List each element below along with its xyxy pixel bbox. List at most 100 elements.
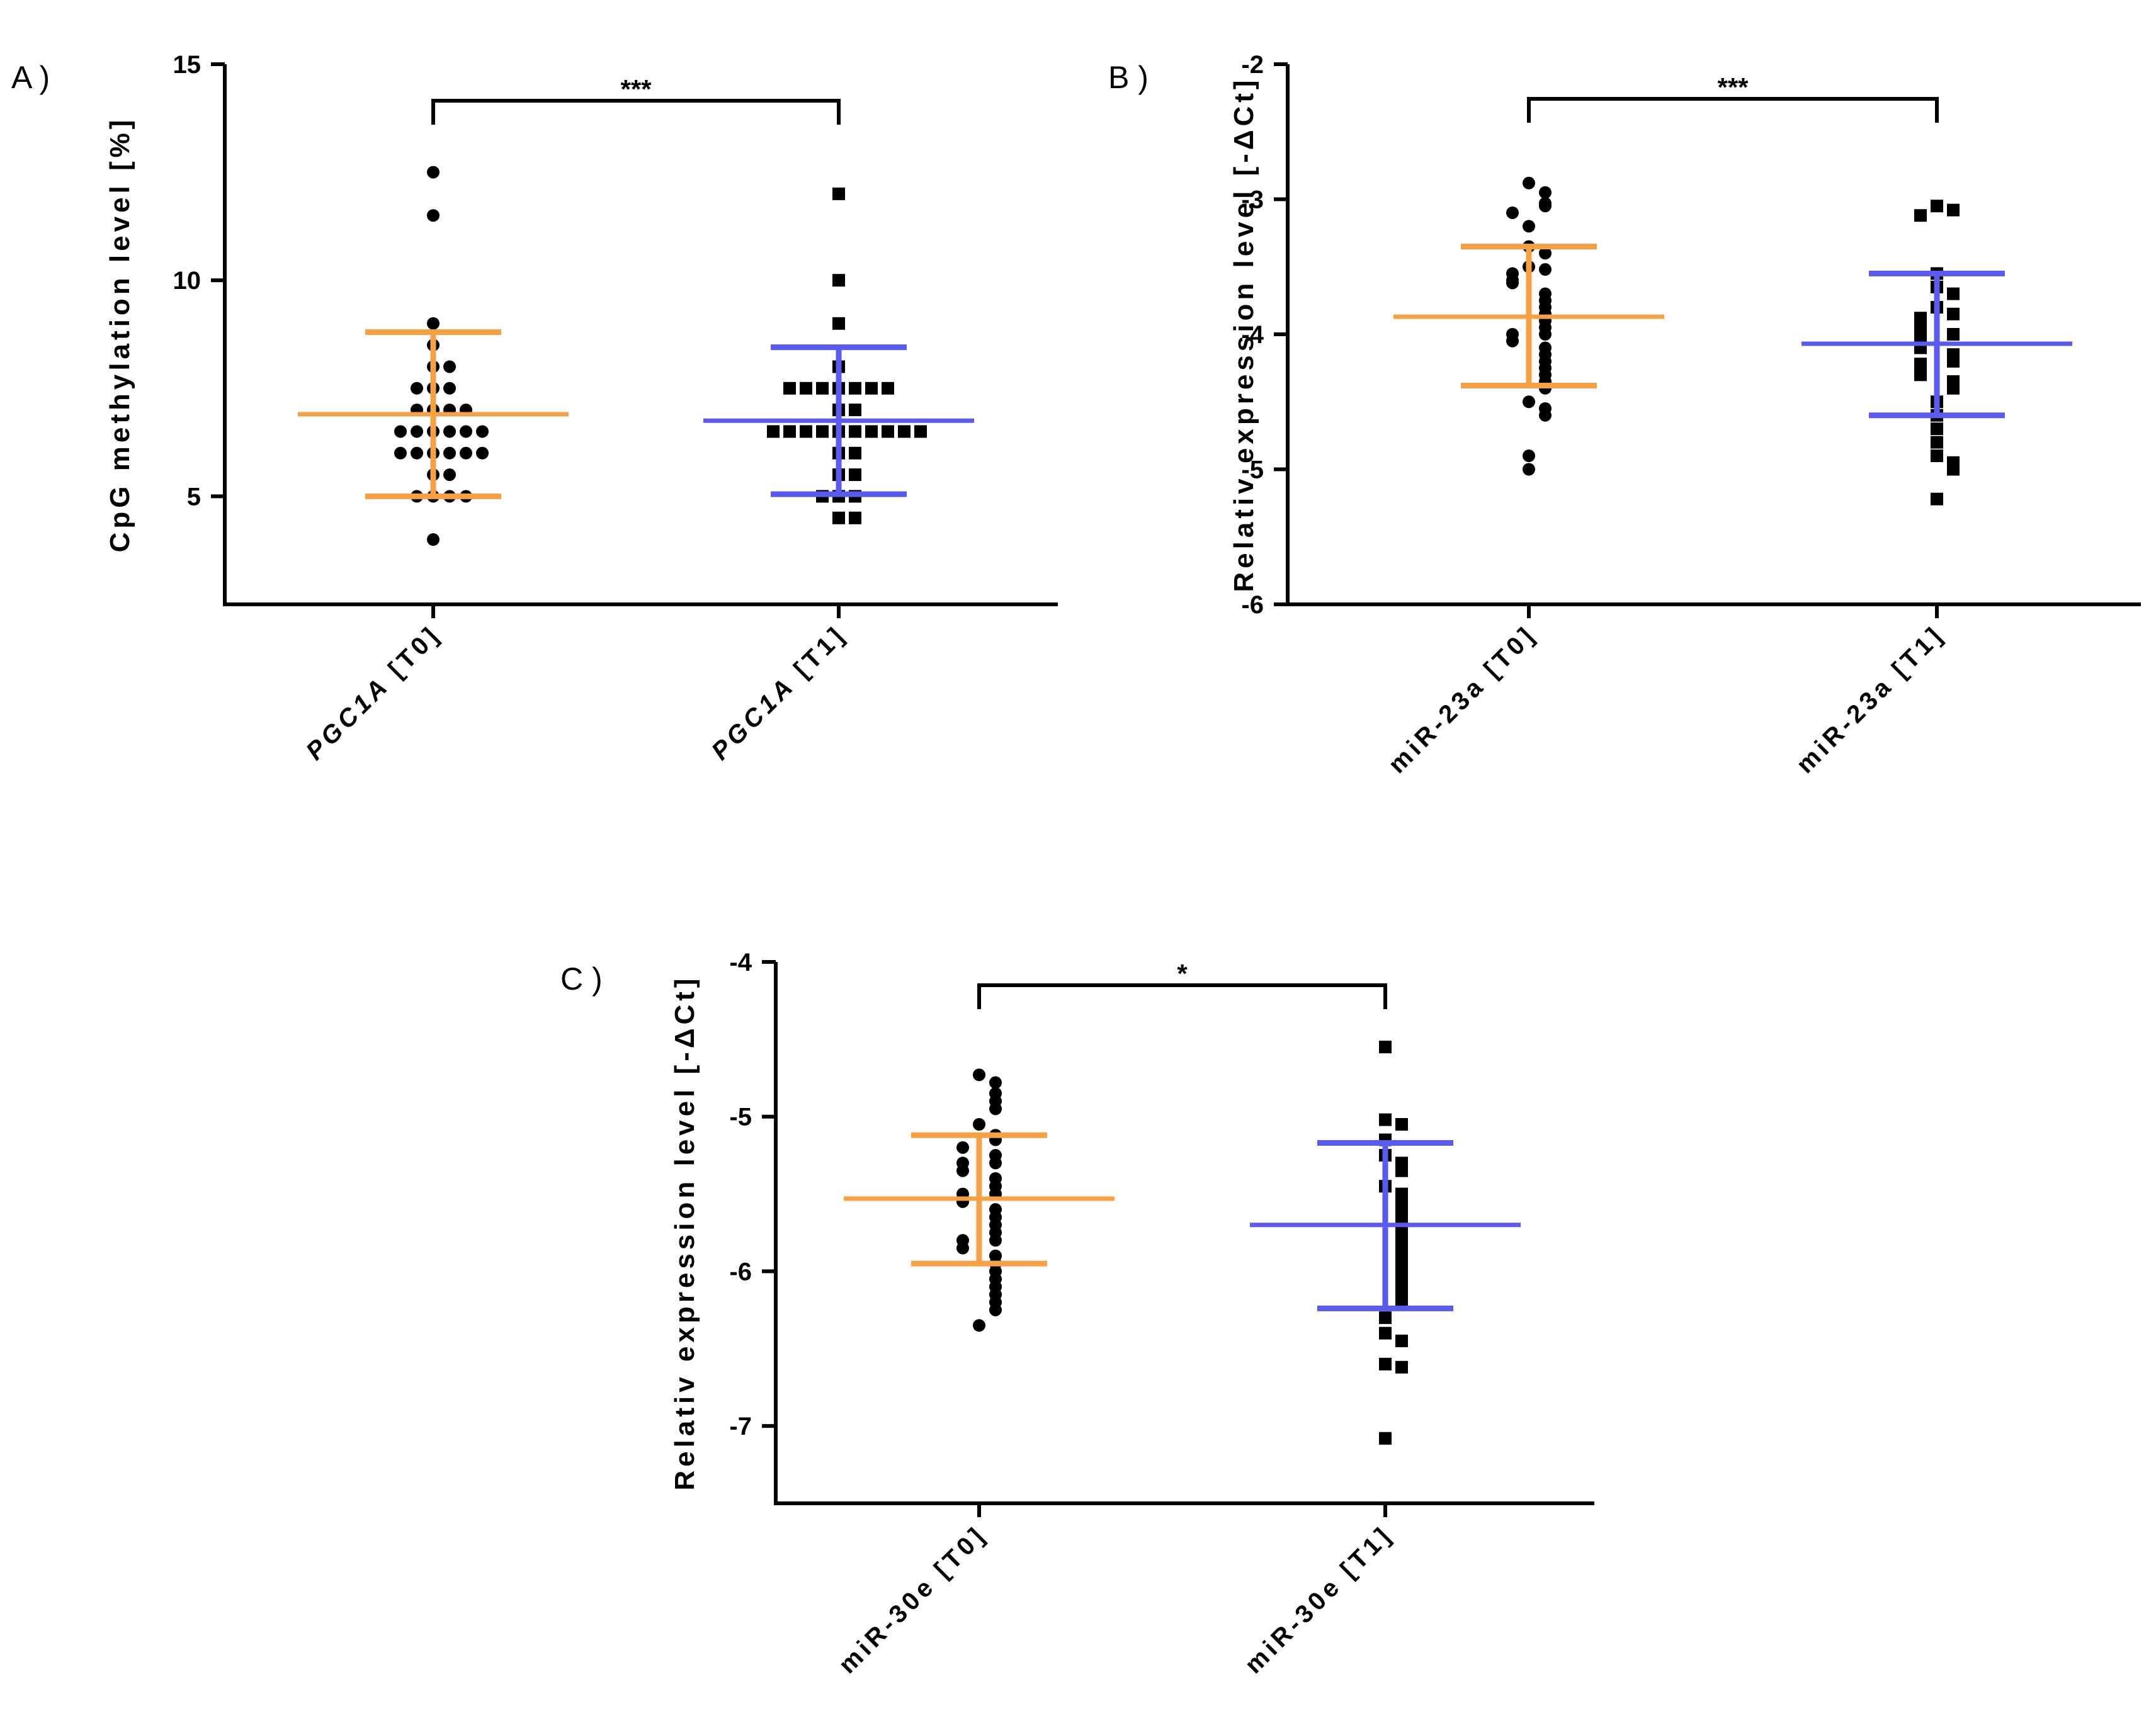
data-point [914,425,927,438]
y-tick-label: -5 [729,1104,752,1131]
data-point [394,446,407,460]
data-point [849,446,861,460]
y-axis-title: CpG methylation level [%] [105,116,135,553]
data-point [1539,247,1552,260]
y-tick-label: -5 [1241,456,1264,484]
y-tick-label: -6 [1241,591,1264,619]
data-point [989,1076,1002,1089]
data-point [816,425,829,438]
data-point [989,1234,1002,1247]
data-point [1379,1357,1392,1370]
data-point [460,446,472,460]
data-point [1947,328,1960,341]
data-point [783,425,796,438]
data-point [989,1102,1002,1116]
data-point [427,209,440,222]
significance-label: *** [620,74,652,104]
series-t1 [1801,200,2072,506]
series-t0 [1393,176,1664,476]
data-point [832,317,845,330]
data-point [800,425,812,438]
data-point [411,381,423,395]
data-point [849,468,861,482]
data-point [427,317,440,330]
data-point [1947,463,1960,476]
significance-bracket [977,983,1387,1009]
data-point [1523,395,1535,409]
category-label-italic: PGC1A [301,671,395,766]
data-point [1506,206,1519,219]
data-point [476,425,489,438]
data-point [1523,176,1535,189]
category-label-rest: [T1] [781,620,851,691]
data-point [816,381,829,395]
data-point [443,381,456,395]
y-axis-title: Relativ expression level [-ΔCt] [1228,76,1259,592]
data-point [898,425,911,438]
data-point [1395,1296,1408,1309]
category-label: miR-23a [T0] [1383,620,1542,779]
data-point [1539,409,1552,422]
data-point [1539,328,1552,341]
data-point [1539,200,1552,213]
y-tick-label: -4 [729,949,752,976]
data-point [1395,1118,1408,1131]
data-point [1395,1164,1408,1177]
data-point [1947,307,1960,320]
category-label: PGC1A [T0] [301,620,446,766]
category-label-italic: PGC1A [706,671,801,766]
data-point [973,1118,985,1131]
data-point [865,381,878,395]
data-point [973,1319,985,1332]
data-point [1914,368,1927,381]
data-point [1379,1326,1392,1340]
data-point [832,511,845,524]
data-point [1523,220,1535,233]
data-point [882,381,894,395]
data-point [1539,263,1552,276]
panel-letter: B ) [1108,60,1149,95]
data-point [832,274,845,287]
data-point [956,1141,969,1154]
series-t0 [298,166,569,546]
data-point [1947,354,1960,368]
category-label: PGC1A [T1] [706,620,852,766]
data-point [956,1241,969,1255]
y-tick-label: 15 [173,51,201,79]
data-point [865,425,878,438]
category-label: miR-30e [T1] [1240,1520,1399,1679]
data-point [1539,186,1552,199]
data-point [1506,334,1519,348]
data-point [443,425,456,438]
y-tick-label: -6 [729,1258,752,1286]
data-point [427,533,440,546]
category-label: miR-30e [T0] [834,1520,992,1679]
category-label-rest: [T0] [375,620,446,691]
data-point [783,381,796,395]
data-point [956,1164,969,1177]
data-point [1379,1432,1392,1445]
data-point [1931,436,1943,449]
data-point [1914,209,1927,222]
data-point [1931,200,1943,213]
data-point [411,425,423,438]
panel-a: A ) 5 10 15 CpG methylation level [%] PGC1A [… [11,51,1058,766]
y-tick-label: -4 [1241,321,1264,349]
significance-label: *** [1717,72,1749,102]
y-tick-label: -2 [1241,51,1264,79]
significance-bracket [431,99,841,125]
data-point [1947,203,1960,217]
data-point [427,166,440,179]
panel-letter: C ) [560,961,603,997]
data-point [882,425,894,438]
data-point [394,425,407,438]
y-tick-label: 5 [187,483,201,511]
data-point [767,425,780,438]
y-tick-label: -3 [1241,186,1264,214]
data-point [1523,449,1535,463]
data-point [460,425,472,438]
data-point [443,360,456,373]
significance-bracket [1527,97,1939,123]
data-point [973,1068,985,1082]
